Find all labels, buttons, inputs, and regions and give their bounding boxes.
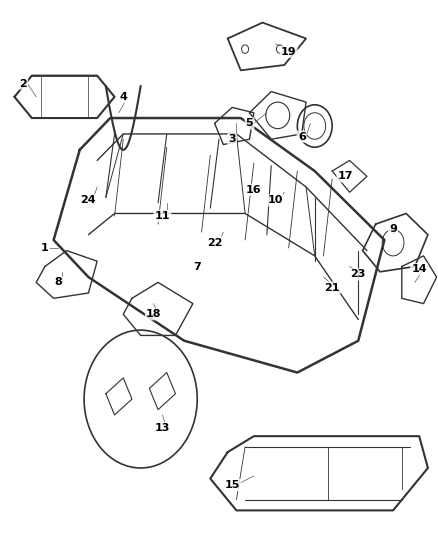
Text: 24: 24 — [81, 195, 96, 205]
Text: 1: 1 — [41, 243, 49, 253]
Text: 19: 19 — [281, 47, 297, 56]
Text: 15: 15 — [224, 480, 240, 490]
Text: 2: 2 — [19, 78, 27, 88]
Text: 8: 8 — [54, 277, 62, 287]
Text: 5: 5 — [246, 118, 253, 128]
Text: 10: 10 — [268, 195, 283, 205]
Text: 7: 7 — [193, 262, 201, 271]
Text: 11: 11 — [155, 211, 170, 221]
Text: 13: 13 — [155, 423, 170, 433]
Text: 23: 23 — [350, 270, 366, 279]
Text: 17: 17 — [337, 172, 353, 181]
Text: 21: 21 — [325, 282, 340, 293]
Text: 4: 4 — [119, 92, 127, 102]
Text: 9: 9 — [389, 224, 397, 235]
Text: 22: 22 — [207, 238, 223, 248]
Text: 6: 6 — [298, 132, 306, 142]
Text: 14: 14 — [411, 264, 427, 274]
Text: 18: 18 — [146, 309, 162, 319]
Text: 3: 3 — [228, 134, 236, 144]
Text: 16: 16 — [246, 184, 261, 195]
